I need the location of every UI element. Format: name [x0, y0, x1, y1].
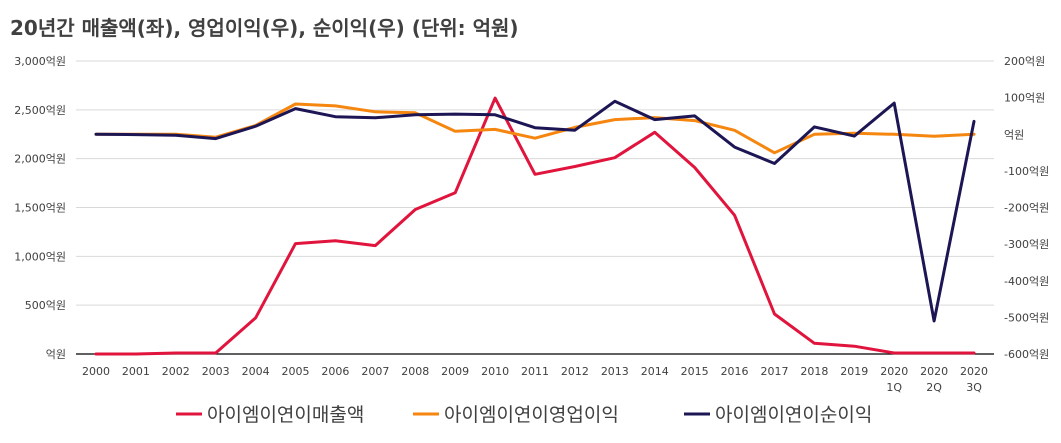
- right-tick-label: 100억원: [1004, 92, 1045, 105]
- x-tick-label: 2008: [401, 365, 429, 378]
- series-line-0: [94, 96, 976, 356]
- x-tick-label: 2001: [122, 365, 150, 378]
- right-tick-label: -400억원: [1004, 275, 1049, 288]
- x-tick-label: 2004: [242, 365, 270, 378]
- x-tick-label: 2013: [601, 365, 629, 378]
- x-tick-label: 2003: [202, 365, 230, 378]
- x-tick-label: 3Q: [966, 381, 982, 394]
- x-tick-label: 2002: [162, 365, 190, 378]
- right-axis: -600억원 -500억원 -400억원 -300억원 -200억원 -100억원 억원 10…: [1004, 55, 1049, 361]
- legend: 아이엠이연이매출액 아이엠이연이영업이익 아이엠이연이순이익: [176, 404, 872, 426]
- x-tick-label: 2007: [361, 365, 389, 378]
- series-line-2: [94, 99, 976, 323]
- x-tick-label: 2020: [880, 365, 908, 378]
- series-lines: [94, 96, 976, 356]
- right-tick-label: 200억원: [1004, 55, 1045, 68]
- left-axis: 억원 500억원 1,000억원 1,500억원 2,000억원 2,500억원 3,000…: [14, 55, 66, 361]
- legend-label: 아이엠이연이매출액: [207, 404, 364, 426]
- left-tick-label: 2,000억원: [14, 153, 66, 166]
- x-tick-label: 2010: [481, 365, 509, 378]
- x-tick-label: 1Q: [886, 381, 902, 394]
- right-tick-label: -300억원: [1004, 238, 1049, 251]
- left-tick-label: 1,000억원: [14, 250, 66, 263]
- x-tick-label: 2014: [641, 365, 669, 378]
- x-tick-label: 2006: [321, 365, 349, 378]
- right-tick-label: -200억원: [1004, 202, 1049, 215]
- x-tick-label: 2020: [960, 365, 988, 378]
- x-tick-label: 2Q: [926, 381, 942, 394]
- right-tick-label: -100억원: [1004, 165, 1049, 178]
- x-axis: 2000 2001 2002 2003 2004 2005 2006 2007 2008 2009…: [82, 365, 988, 394]
- legend-label: 아이엠이연이순이익: [715, 404, 872, 426]
- x-tick-label: 2005: [282, 365, 310, 378]
- right-tick-label: -500억원: [1004, 311, 1049, 324]
- right-tick-label: -600억원: [1004, 348, 1049, 361]
- x-tick-label: 2012: [561, 365, 589, 378]
- x-tick-label: 2019: [840, 365, 868, 378]
- x-tick-label: 2009: [441, 365, 469, 378]
- left-tick-label: 1,500억원: [14, 202, 66, 215]
- left-tick-label: 500억원: [25, 299, 66, 312]
- left-tick-label: 억원: [46, 348, 66, 361]
- x-tick-label: 2017: [760, 365, 788, 378]
- x-tick-label: 2016: [721, 365, 749, 378]
- grid-lines: [76, 60, 994, 355]
- x-tick-label: 2018: [800, 365, 828, 378]
- x-tick-label: 2000: [82, 365, 110, 378]
- x-tick-label: 2020: [920, 365, 948, 378]
- right-tick-label: 억원: [1004, 128, 1024, 141]
- left-tick-label: 3,000억원: [14, 55, 66, 68]
- x-tick-label: 2011: [521, 365, 549, 378]
- left-tick-label: 2,500억원: [14, 104, 66, 117]
- chart-title: 20년간 매출액(좌), 영업이익(우), 순이익(우) (단위: 억원): [10, 16, 519, 40]
- x-tick-label: 2015: [681, 365, 709, 378]
- legend-label: 아이엠이연이영업이익: [444, 404, 619, 426]
